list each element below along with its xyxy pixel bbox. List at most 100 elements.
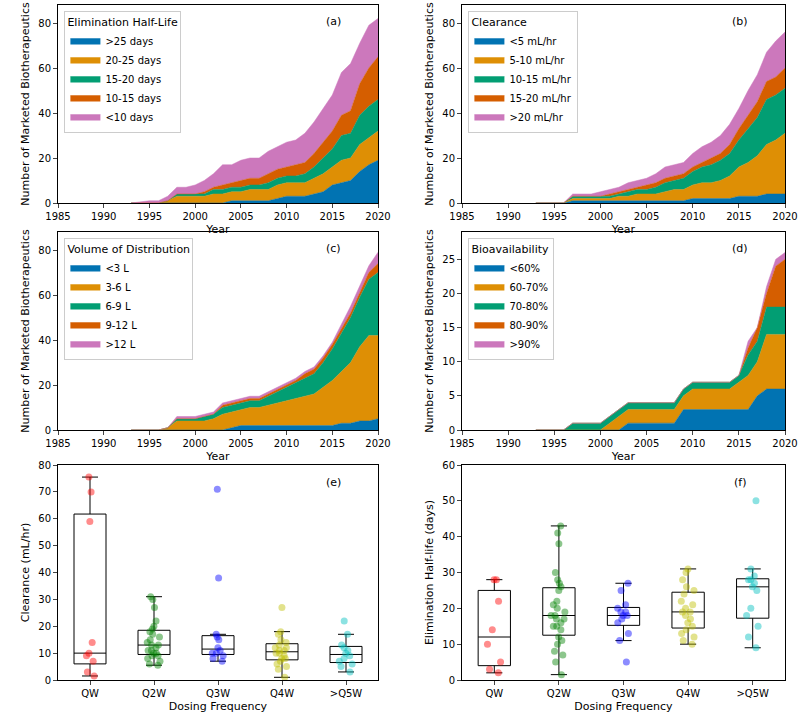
svg-text:>Q5W: >Q5W <box>330 688 363 699</box>
svg-text:60: 60 <box>38 290 51 301</box>
svg-text:>Q5W: >Q5W <box>736 688 769 699</box>
svg-text:1990: 1990 <box>495 438 520 449</box>
svg-text:80: 80 <box>38 460 51 471</box>
svg-text:2000: 2000 <box>588 438 613 449</box>
svg-text:3-6 L: 3-6 L <box>105 282 131 293</box>
svg-text:(b): (b) <box>732 15 748 28</box>
svg-text:40: 40 <box>38 567 51 578</box>
svg-text:10: 10 <box>442 356 455 367</box>
svg-text:<10 days: <10 days <box>105 112 153 123</box>
svg-text:>12 L: >12 L <box>105 339 135 350</box>
svg-text:0: 0 <box>45 198 51 209</box>
svg-text:1990: 1990 <box>91 211 116 222</box>
svg-text:1985: 1985 <box>45 438 70 449</box>
svg-text:50: 50 <box>442 495 455 506</box>
svg-text:2020: 2020 <box>772 211 797 222</box>
svg-text:5: 5 <box>449 390 455 401</box>
svg-text:QW: QW <box>81 688 99 699</box>
svg-text:2000: 2000 <box>182 211 207 222</box>
svg-text:20: 20 <box>38 621 51 632</box>
svg-text:1995: 1995 <box>542 438 567 449</box>
svg-text:Year: Year <box>205 450 230 463</box>
svg-text:(e): (e) <box>326 476 341 489</box>
svg-text:15: 15 <box>442 322 455 333</box>
svg-text:Elimination Half-Life: Elimination Half-Life <box>67 16 177 29</box>
svg-text:60: 60 <box>38 63 51 74</box>
svg-text:Clearance: Clearance <box>471 16 527 29</box>
svg-text:10-15 mL/hr: 10-15 mL/hr <box>509 74 571 85</box>
svg-text:(f): (f) <box>734 476 746 489</box>
svg-text:1995: 1995 <box>542 211 567 222</box>
svg-text:0: 0 <box>449 425 455 436</box>
svg-text:70-80%: 70-80% <box>509 301 548 312</box>
svg-text:2010: 2010 <box>274 211 299 222</box>
svg-text:Year: Year <box>611 223 636 236</box>
svg-text:30: 30 <box>442 567 455 578</box>
svg-text:5-10 mL/hr: 5-10 mL/hr <box>509 55 565 66</box>
svg-text:2015: 2015 <box>320 211 345 222</box>
svg-text:Dosing Frequency: Dosing Frequency <box>574 700 673 713</box>
svg-text:9-12 L: 9-12 L <box>105 320 137 331</box>
svg-text:80: 80 <box>442 18 455 29</box>
svg-text:<5 mL/hr: <5 mL/hr <box>509 36 557 47</box>
svg-text:<60%: <60% <box>509 263 540 274</box>
svg-text:2010: 2010 <box>680 211 705 222</box>
svg-text:15-20 mL/hr: 15-20 mL/hr <box>509 93 571 104</box>
svg-text:10: 10 <box>442 639 455 650</box>
svg-text:0: 0 <box>449 675 455 686</box>
svg-text:2020: 2020 <box>365 211 390 222</box>
svg-text:Dosing Frequency: Dosing Frequency <box>169 700 268 713</box>
svg-text:20-25 days: 20-25 days <box>105 55 161 66</box>
svg-text:Q3W: Q3W <box>611 688 635 699</box>
svg-text:6-9 L: 6-9 L <box>105 301 131 312</box>
svg-text:Number of Marketed Biotherapeu: Number of Marketed Biotherapeutics <box>423 229 436 433</box>
svg-text:2000: 2000 <box>588 211 613 222</box>
svg-text:0: 0 <box>45 675 51 686</box>
svg-text:Number of Marketed Biotherapeu: Number of Marketed Biotherapeutics <box>19 229 32 433</box>
svg-text:Volume of Distribution: Volume of Distribution <box>67 243 190 256</box>
svg-text:Number of Marketed Biotherapeu: Number of Marketed Biotherapeutics <box>19 2 32 206</box>
svg-text:10: 10 <box>38 648 51 659</box>
svg-text:Year: Year <box>205 223 230 236</box>
svg-text:Q3W: Q3W <box>206 688 230 699</box>
svg-text:2015: 2015 <box>726 211 751 222</box>
svg-text:2010: 2010 <box>680 438 705 449</box>
svg-text:40: 40 <box>442 108 455 119</box>
svg-text:20: 20 <box>442 288 455 299</box>
svg-text:60: 60 <box>442 460 455 471</box>
svg-text:1990: 1990 <box>495 211 520 222</box>
svg-text:20: 20 <box>38 153 51 164</box>
svg-text:>90%: >90% <box>509 339 540 350</box>
svg-text:50: 50 <box>38 540 51 551</box>
svg-text:80: 80 <box>38 245 51 256</box>
svg-text:60: 60 <box>442 63 455 74</box>
svg-text:80-90%: 80-90% <box>509 320 548 331</box>
svg-text:30: 30 <box>38 594 51 605</box>
svg-text:1995: 1995 <box>137 211 162 222</box>
svg-text:20: 20 <box>442 603 455 614</box>
svg-text:40: 40 <box>442 531 455 542</box>
svg-text:(d): (d) <box>732 242 748 255</box>
svg-text:40: 40 <box>38 108 51 119</box>
svg-text:(a): (a) <box>326 15 341 28</box>
svg-text:40: 40 <box>38 335 51 346</box>
svg-text:0: 0 <box>45 425 51 436</box>
svg-text:20: 20 <box>442 153 455 164</box>
svg-text:2005: 2005 <box>228 211 253 222</box>
svg-text:2015: 2015 <box>726 438 751 449</box>
svg-text:1990: 1990 <box>91 438 116 449</box>
svg-text:Q2W: Q2W <box>142 688 166 699</box>
svg-text:15-20 days: 15-20 days <box>105 74 161 85</box>
svg-text:1985: 1985 <box>449 211 474 222</box>
svg-text:Elimination Half-life (days): Elimination Half-life (days) <box>423 500 436 645</box>
svg-text:Clearance (mL/hr): Clearance (mL/hr) <box>19 523 32 622</box>
svg-text:2005: 2005 <box>634 438 659 449</box>
svg-text:25: 25 <box>442 254 455 265</box>
svg-text:2020: 2020 <box>772 438 797 449</box>
svg-text:<3 L: <3 L <box>105 263 129 274</box>
svg-text:60: 60 <box>38 513 51 524</box>
svg-text:80: 80 <box>38 18 51 29</box>
svg-text:Year: Year <box>611 450 636 463</box>
svg-text:2005: 2005 <box>228 438 253 449</box>
svg-text:70: 70 <box>38 486 51 497</box>
